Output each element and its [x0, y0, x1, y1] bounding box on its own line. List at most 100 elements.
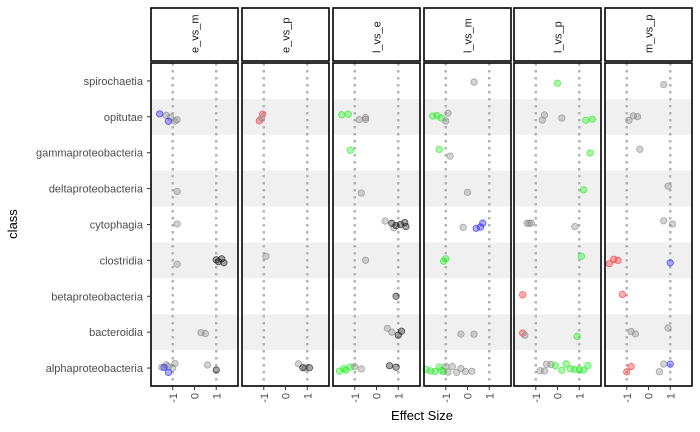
- x-tick-label: 0: [644, 393, 656, 399]
- row-band: [424, 314, 511, 351]
- data-point: [203, 361, 212, 369]
- data-point: [362, 115, 370, 124]
- data-point: [444, 368, 452, 376]
- data-point: [614, 256, 622, 265]
- row-band: [242, 98, 329, 135]
- data-point: [562, 360, 570, 368]
- data-point: [299, 364, 307, 372]
- row-band: [424, 170, 511, 207]
- y-tick-label-bacteroidia: bacteroidia: [89, 327, 144, 339]
- row-band: [333, 98, 420, 135]
- data-point: [388, 328, 396, 336]
- data-point: [479, 219, 487, 227]
- data-point: [623, 368, 631, 376]
- row-band: [605, 98, 692, 135]
- data-point: [573, 332, 581, 341]
- row-band: [605, 242, 692, 279]
- facet-strip: [604, 7, 693, 62]
- data-point: [519, 291, 527, 299]
- data-point: [442, 255, 450, 263]
- facet-label-l_vs_e: l_vs_e: [372, 21, 384, 53]
- data-point: [164, 117, 172, 125]
- data-point: [664, 182, 672, 190]
- row-band: [605, 170, 692, 207]
- row-band: [151, 98, 238, 135]
- facet-label-e_vs_p: e_vs_p: [281, 18, 293, 53]
- data-point: [579, 186, 588, 194]
- row-band: [242, 314, 329, 351]
- x-tick-label: -1: [531, 393, 543, 403]
- data-point: [173, 260, 181, 268]
- row-band: [333, 314, 420, 351]
- data-point: [385, 362, 394, 370]
- data-point: [448, 362, 456, 371]
- data-point: [197, 329, 205, 337]
- data-point: [470, 78, 478, 86]
- data-point: [627, 362, 635, 371]
- data-point: [625, 116, 633, 124]
- data-point: [660, 80, 668, 89]
- data-point: [636, 145, 644, 153]
- data-point: [201, 330, 209, 338]
- data-point: [392, 292, 400, 300]
- row-band: [514, 314, 601, 351]
- x-tick-label: 1: [302, 393, 314, 399]
- data-point: [547, 360, 555, 369]
- data-point: [634, 113, 642, 121]
- facet-strip: [150, 7, 239, 62]
- x-tick-label: 1: [574, 393, 586, 399]
- row-band: [151, 314, 238, 351]
- data-point: [355, 116, 363, 124]
- data-point: [457, 330, 465, 338]
- x-tick-label: 1: [211, 393, 223, 399]
- data-point: [262, 252, 270, 260]
- y-tick-label-clostridia: clostridia: [100, 255, 144, 267]
- facet-label-l_vs_m: l_vs_m: [463, 18, 475, 53]
- data-point: [156, 110, 164, 118]
- data-point: [173, 187, 181, 196]
- data-point: [605, 260, 613, 268]
- y-tick-label-betaproteobacteria: betaproteobacteria: [51, 291, 144, 303]
- data-point: [463, 188, 472, 196]
- data-point: [173, 116, 181, 124]
- row-band: [605, 314, 692, 351]
- data-point: [666, 259, 674, 267]
- data-point: [344, 110, 352, 118]
- row-band: [514, 170, 601, 207]
- data-point: [171, 359, 179, 368]
- y-axis-title: class: [5, 209, 20, 239]
- x-tick-label: -1: [622, 393, 634, 403]
- data-point: [579, 366, 588, 374]
- data-point: [164, 368, 172, 377]
- data-point: [442, 117, 450, 125]
- data-point: [468, 367, 476, 375]
- y-tick-label-cytophagia: cytophagia: [90, 220, 144, 232]
- facet-strip: [332, 7, 421, 62]
- row-band: [333, 242, 420, 279]
- x-tick-label: 0: [463, 393, 475, 399]
- x-tick-label: 1: [665, 393, 677, 399]
- data-point: [668, 220, 677, 228]
- data-point: [558, 366, 566, 374]
- x-tick-label: 1: [484, 393, 496, 399]
- data-point: [218, 255, 226, 263]
- data-point: [459, 223, 467, 231]
- row-band: [424, 242, 511, 279]
- y-tick-label-gammaproteobacteria: gammaproteobacteria: [36, 148, 144, 160]
- data-point: [392, 363, 400, 371]
- facet-label-l_vs_p: l_vs_p: [553, 21, 565, 53]
- row-band: [333, 170, 420, 207]
- data-point: [571, 222, 579, 231]
- data-point: [540, 111, 549, 119]
- data-point: [472, 224, 480, 232]
- data-point: [351, 363, 359, 371]
- data-point: [577, 252, 586, 260]
- data-point: [540, 367, 549, 375]
- data-point: [435, 145, 443, 154]
- data-point: [362, 114, 370, 122]
- data-point: [584, 362, 592, 370]
- facet-strip: [423, 7, 512, 62]
- x-tick-label: -1: [168, 393, 180, 403]
- data-point: [655, 368, 663, 376]
- data-point: [338, 111, 346, 119]
